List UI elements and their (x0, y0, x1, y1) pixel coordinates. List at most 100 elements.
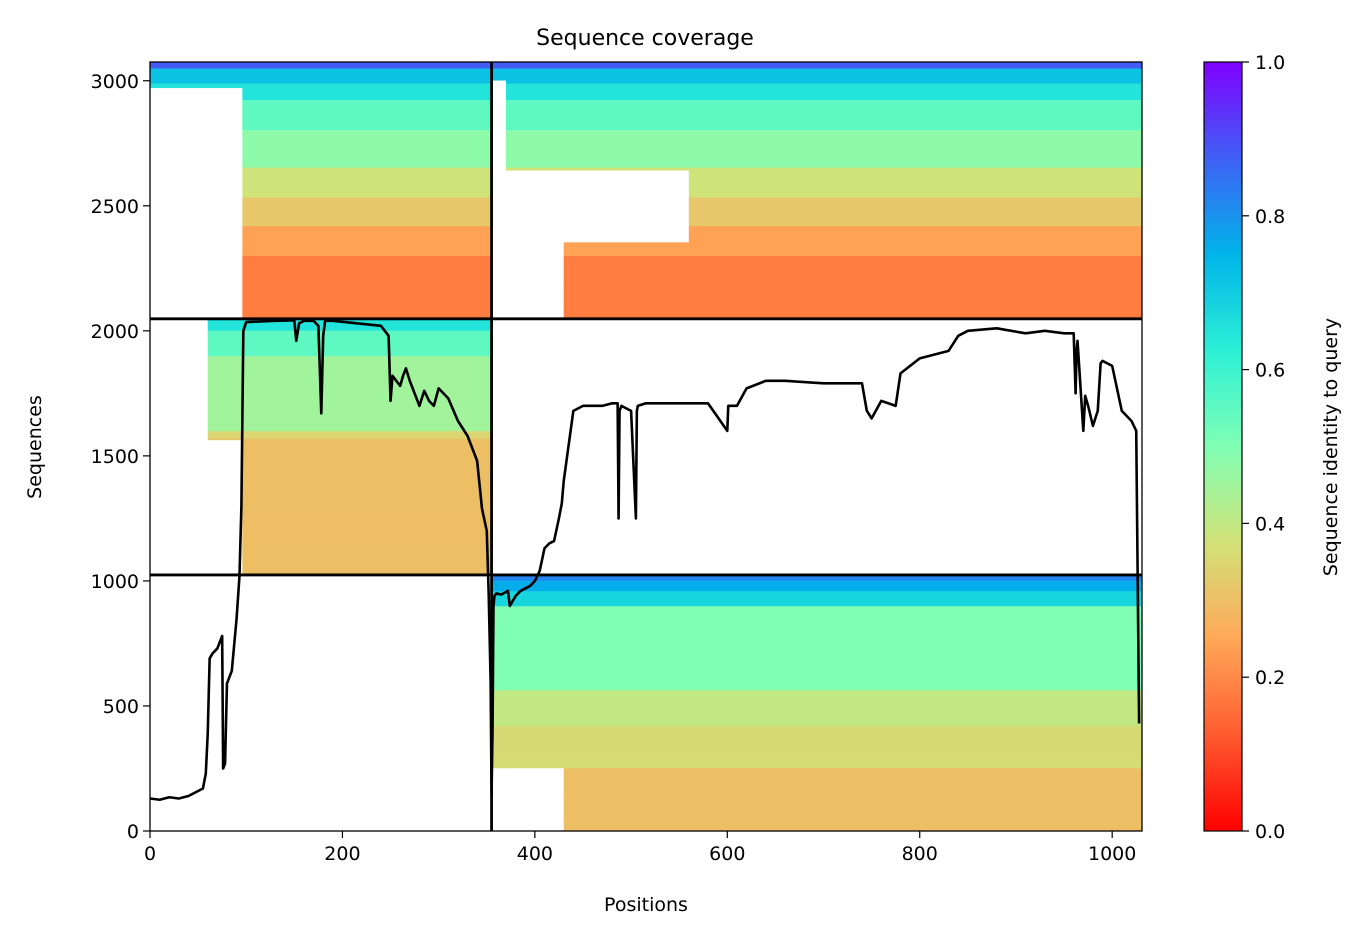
coverage-row (563, 800, 1142, 803)
coverage-row (242, 564, 492, 567)
coverage-row (242, 552, 492, 555)
coverage-row (242, 465, 492, 468)
coverage-row (207, 393, 492, 396)
coverage-row (688, 231, 1142, 234)
coverage-row (491, 752, 1142, 755)
coverage-row (207, 364, 492, 367)
coverage-row (688, 239, 1142, 242)
coverage-row (563, 260, 1142, 263)
colorbar-tick-label: 0.2 (1255, 667, 1285, 689)
coverage-row (491, 628, 1142, 631)
coverage-row (563, 242, 1142, 245)
coverage-row (563, 826, 1142, 829)
coverage-row (242, 532, 492, 535)
coverage-row (688, 204, 1142, 207)
colorbar-tick-label: 0.0 (1255, 821, 1285, 843)
coverage-row (242, 309, 492, 312)
coverage-row (491, 706, 1142, 709)
coverage-row (506, 122, 1142, 125)
coverage-row (563, 787, 1142, 790)
coverage-row (688, 183, 1142, 186)
coverage-row (491, 620, 1142, 623)
coverage-row (242, 95, 492, 98)
coverage-row (563, 305, 1142, 308)
coverage-row (491, 698, 1142, 701)
coverage-row (563, 772, 1142, 775)
coverage-row (207, 384, 492, 387)
y-axis: 0 500 1000 1500 2000 2500 3000 (91, 71, 150, 843)
coverage-row (242, 204, 492, 207)
coverage-row (563, 249, 1142, 252)
coverage-row (563, 802, 1142, 805)
coverage-row (242, 158, 492, 161)
chart-title: Sequence coverage (536, 26, 754, 51)
coverage-row (563, 814, 1142, 817)
coverage-row (506, 107, 1142, 110)
coverage-row (242, 96, 492, 99)
coverage-row (242, 165, 492, 168)
coverage-row (207, 435, 492, 438)
coverage-row (491, 632, 1142, 635)
coverage-row (207, 369, 492, 372)
coverage-row (506, 105, 1142, 108)
coverage-row (491, 647, 1142, 650)
coverage-row (150, 78, 492, 81)
coverage-row (491, 623, 1142, 626)
coverage-row (242, 176, 492, 179)
coverage-row (688, 176, 1142, 179)
coverage-row (242, 132, 492, 135)
x-tick-label: 400 (517, 843, 553, 865)
coverage-row (242, 279, 492, 282)
coverage-row (563, 269, 1142, 272)
coverage-row (242, 448, 492, 451)
coverage-row (506, 143, 1142, 146)
coverage-row (242, 233, 492, 236)
coverage-row (242, 227, 492, 230)
coverage-row (242, 442, 492, 445)
coverage-row (242, 254, 492, 257)
coverage-row (242, 483, 492, 486)
coverage-row (563, 264, 1142, 267)
coverage-row (242, 273, 492, 276)
coverage-row (506, 167, 1142, 170)
coverage-row (506, 125, 1142, 128)
coverage-row (242, 516, 492, 519)
coverage-row (491, 610, 1142, 613)
coverage-row (506, 137, 1142, 140)
coverage-row (491, 677, 1142, 680)
coverage-row (491, 575, 1142, 578)
coverage-row (688, 182, 1142, 185)
coverage-row (242, 570, 492, 573)
coverage-row (207, 429, 492, 432)
coverage-row (506, 150, 1142, 153)
coverage-row (563, 272, 1142, 275)
coverage-row (207, 438, 492, 441)
coverage-row (506, 165, 1142, 168)
coverage-row (688, 170, 1142, 173)
coverage-row (207, 325, 492, 328)
coverage-row (150, 81, 492, 84)
coverage-row (688, 201, 1142, 204)
coverage-row (491, 745, 1142, 748)
coverage-row (242, 198, 492, 201)
coverage-row (207, 423, 492, 426)
coverage-row (506, 149, 1142, 152)
coverage-row (207, 342, 492, 345)
coverage-row (506, 168, 1142, 171)
coverage-row (563, 246, 1142, 249)
coverage-row (242, 236, 492, 239)
coverage-row (242, 285, 492, 288)
coverage-row (491, 68, 1142, 71)
coverage-row (242, 251, 492, 254)
coverage-row (688, 236, 1142, 239)
coverage-row (242, 207, 492, 210)
coverage-row (491, 722, 1142, 725)
coverage-row (506, 104, 1142, 107)
coverage-row (491, 586, 1142, 589)
coverage-row (150, 75, 492, 78)
colorbar-label: Sequence identity to query (1320, 318, 1342, 576)
coverage-row (242, 170, 492, 173)
coverage-row (563, 817, 1142, 820)
coverage-row (563, 781, 1142, 784)
coverage-row (242, 150, 492, 153)
